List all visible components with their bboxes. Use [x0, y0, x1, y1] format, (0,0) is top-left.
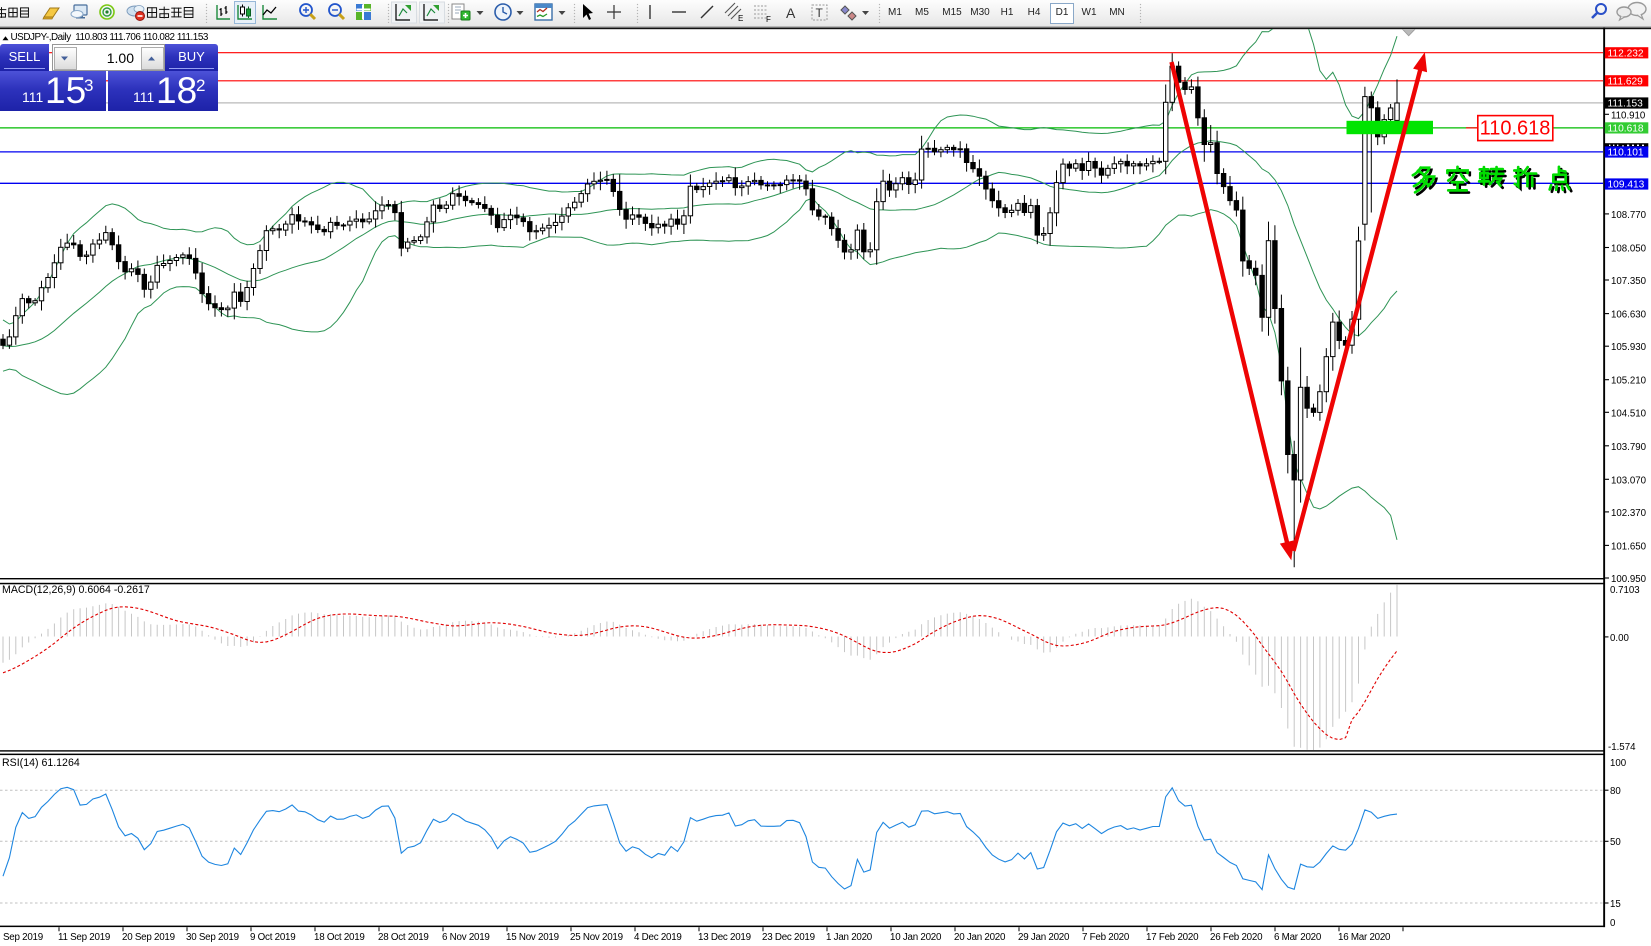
svg-text:9 Oct 2019: 9 Oct 2019	[250, 932, 295, 943]
svg-text:13 Dec 2019: 13 Dec 2019	[698, 932, 751, 943]
svg-text:MACD(12,26,9) 0.6064 -0.2617: MACD(12,26,9) 0.6064 -0.2617	[2, 584, 150, 596]
svg-text:18 Oct 2019: 18 Oct 2019	[314, 932, 365, 943]
svg-text:0: 0	[1610, 918, 1616, 929]
svg-text:F: F	[766, 15, 771, 24]
svg-text:25 Nov 2019: 25 Nov 2019	[570, 932, 623, 943]
svg-text:108.050: 108.050	[1611, 244, 1647, 255]
svg-text:110.618: 110.618	[1480, 118, 1551, 140]
svg-text:101.650: 101.650	[1611, 541, 1647, 552]
svg-text:15 Nov 2019: 15 Nov 2019	[506, 932, 559, 943]
svg-text:100.950: 100.950	[1611, 574, 1647, 585]
svg-text:23 Dec 2019: 23 Dec 2019	[762, 932, 815, 943]
svg-text:103.070: 103.070	[1611, 475, 1647, 486]
svg-text:110.101: 110.101	[1608, 148, 1644, 159]
svg-text:20 Jan 2020: 20 Jan 2020	[954, 932, 1006, 943]
svg-text:1 Jan 2020: 1 Jan 2020	[826, 932, 873, 943]
svg-text:6 Nov 2019: 6 Nov 2019	[442, 932, 490, 943]
svg-text:109.413: 109.413	[1608, 180, 1645, 191]
svg-text:E: E	[738, 14, 743, 23]
svg-text:30 Sep 2019: 30 Sep 2019	[186, 932, 239, 943]
svg-text:0.7103: 0.7103	[1610, 585, 1640, 596]
svg-text:11 Sep 2019: 11 Sep 2019	[58, 932, 110, 943]
svg-text:6 Mar 2020: 6 Mar 2020	[1274, 932, 1322, 943]
svg-text:17 Feb 2020: 17 Feb 2020	[1146, 932, 1199, 943]
svg-text:RSI(14) 61.1264: RSI(14) 61.1264	[2, 757, 80, 769]
svg-text:20 Sep 2019: 20 Sep 2019	[122, 932, 175, 943]
svg-text:105.930: 105.930	[1611, 342, 1647, 353]
svg-text:108.770: 108.770	[1611, 210, 1647, 221]
svg-text:106.630: 106.630	[1611, 310, 1647, 321]
svg-text:80: 80	[1610, 786, 1621, 797]
svg-text:T: T	[816, 6, 824, 20]
svg-text:107.350: 107.350	[1611, 276, 1647, 287]
svg-text:16 Mar 2020: 16 Mar 2020	[1338, 932, 1391, 943]
svg-text:29 Jan 2020: 29 Jan 2020	[1018, 932, 1070, 943]
svg-text:102.370: 102.370	[1611, 508, 1647, 519]
svg-text:104.510: 104.510	[1611, 408, 1647, 419]
svg-text:USDJPY-,Daily 110.803 111.706: USDJPY-,Daily 110.803 111.706 110.082 11…	[11, 32, 209, 43]
svg-text:110.618: 110.618	[1608, 124, 1644, 135]
svg-text:0.00: 0.00	[1610, 633, 1629, 644]
svg-text:7 Feb 2020: 7 Feb 2020	[1082, 932, 1130, 943]
svg-text:15: 15	[1610, 899, 1621, 910]
svg-text:26 Feb 2020: 26 Feb 2020	[1210, 932, 1263, 943]
svg-text:50: 50	[1610, 837, 1621, 848]
svg-text:28 Oct 2019: 28 Oct 2019	[378, 932, 429, 943]
svg-text:4 Dec 2019: 4 Dec 2019	[634, 932, 682, 943]
svg-text:10 Jan 2020: 10 Jan 2020	[890, 932, 942, 943]
svg-text:112.232: 112.232	[1608, 49, 1644, 60]
svg-text:103.790: 103.790	[1611, 442, 1647, 453]
svg-text:111.629: 111.629	[1608, 77, 1644, 88]
svg-text:Sep 2019: Sep 2019	[3, 932, 43, 943]
svg-text:A: A	[786, 5, 796, 21]
svg-text:110.910: 110.910	[1611, 110, 1646, 121]
svg-text:105.210: 105.210	[1611, 376, 1647, 387]
svg-text:-1.574: -1.574	[1608, 742, 1636, 753]
svg-text:100: 100	[1610, 758, 1627, 769]
svg-text:111.153: 111.153	[1608, 99, 1644, 110]
